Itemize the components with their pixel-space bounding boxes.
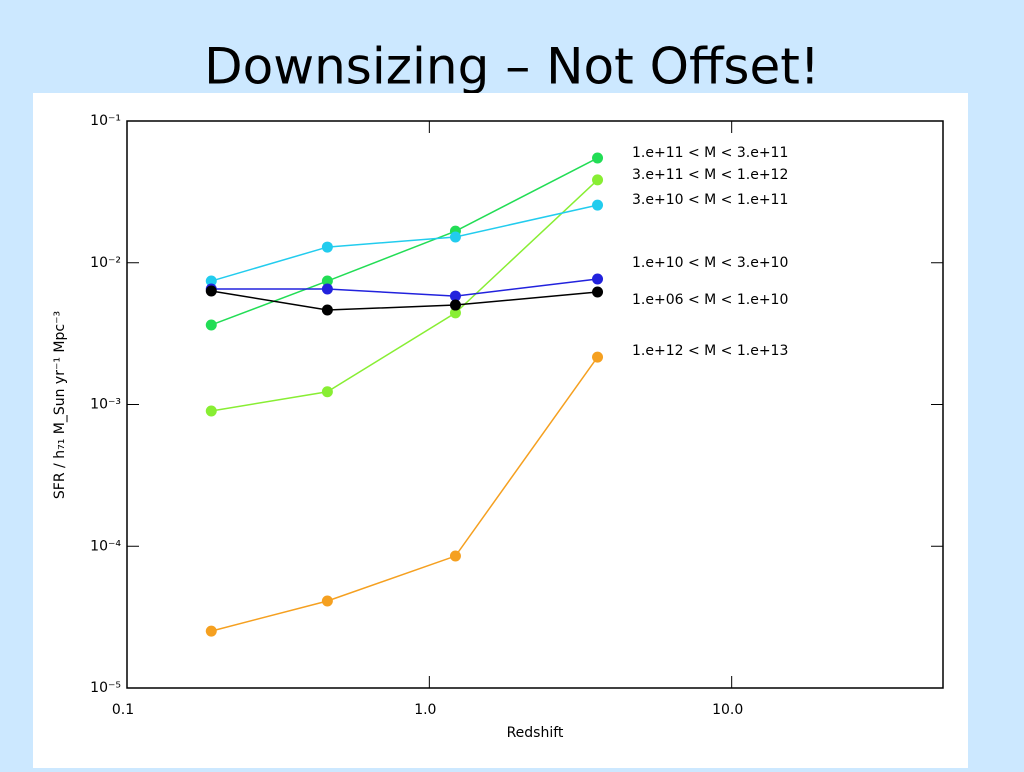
data-point (592, 174, 604, 186)
data-point (449, 550, 461, 562)
data-point (592, 286, 604, 298)
legend-label: 1.e+11 < M < 3.e+11 (632, 145, 788, 161)
x-tick-label: 1.0 (414, 702, 436, 718)
chart-panel (33, 93, 968, 768)
y-tick-label: 10⁻² (90, 255, 121, 271)
y-axis-label: SFR / h₇₁ M_Sun yr⁻¹ Mpc⁻³ (52, 311, 68, 499)
data-point (449, 307, 461, 319)
legend-label: 1.e+06 < M < 1.e+10 (632, 292, 788, 308)
legend-label: 1.e+10 < M < 3.e+10 (632, 255, 788, 271)
x-tick-label: 10.0 (712, 702, 743, 718)
data-point (321, 283, 333, 295)
x-tick-label: 0.1 (112, 702, 134, 718)
data-point (321, 386, 333, 398)
data-point (592, 152, 604, 164)
y-tick-label: 10⁻⁵ (90, 680, 121, 696)
x-axis-label: Redshift (507, 725, 564, 741)
series-line (211, 204, 598, 282)
legend-label: 3.e+10 < M < 1.e+11 (632, 192, 788, 208)
data-point (205, 405, 217, 417)
data-point (592, 273, 604, 285)
series-line (211, 356, 599, 632)
series-line (211, 157, 598, 326)
series-line (211, 290, 598, 311)
data-point (205, 625, 217, 637)
data-point (321, 275, 333, 287)
data-point (205, 319, 217, 331)
data-point (449, 299, 461, 311)
y-tick-label: 10⁻³ (90, 397, 121, 413)
series-line (211, 278, 598, 297)
data-point (449, 231, 461, 243)
data-point (449, 290, 461, 302)
slide-title: Downsizing – Not Offset! (204, 38, 820, 96)
y-tick-label: 10⁻⁴ (90, 538, 121, 554)
series-line (211, 179, 599, 412)
data-point (592, 199, 604, 211)
legend-label: 1.e+12 < M < 1.e+13 (632, 343, 788, 359)
data-point (321, 595, 333, 607)
data-point (321, 304, 333, 316)
y-tick-label: 10⁻¹ (90, 113, 121, 129)
data-point (205, 275, 217, 287)
data-point (205, 285, 217, 297)
data-point (592, 351, 604, 363)
legend-label: 3.e+11 < M < 1.e+12 (632, 167, 788, 183)
data-point (321, 241, 333, 253)
